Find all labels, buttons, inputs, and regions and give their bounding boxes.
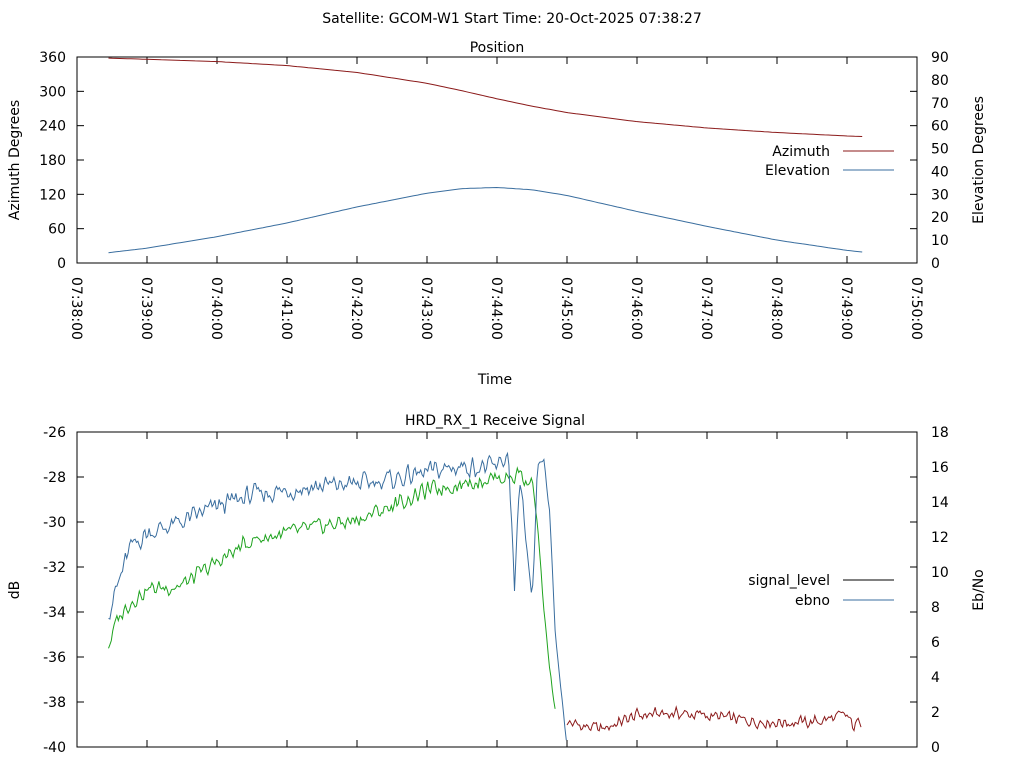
- x-tick-label: 07:43:00: [418, 277, 434, 340]
- y2-tick-label: 70: [931, 96, 949, 112]
- y-tick-label: -36: [43, 650, 66, 666]
- position-title: Position: [470, 40, 525, 56]
- x-tick-label: 07:42:00: [348, 277, 364, 340]
- position-y-label: Azimuth Degrees: [7, 100, 23, 220]
- y-tick-label: 120: [39, 187, 66, 203]
- y-tick-label: 60: [48, 222, 66, 238]
- x-tick-label: 07:38:00: [68, 277, 84, 340]
- x-tick-label: 07:48:00: [768, 277, 784, 340]
- series-line-signal_level: [566, 705, 862, 733]
- y2-tick-label: 4: [931, 670, 940, 686]
- signal-title: HRD_RX_1 Receive Signal: [405, 413, 585, 429]
- position-chart: Position 0 60 120 180 240 300 360 0 10 20 30 40 50 6…: [7, 40, 987, 388]
- y2-tick-label: 60: [931, 119, 949, 135]
- y2-tick-label: 50: [931, 142, 949, 158]
- y-tick-label: -40: [43, 740, 66, 756]
- y2-tick-label: 8: [931, 600, 940, 616]
- y-tick-label: -34: [43, 605, 66, 621]
- signal-legend: signal_level ebno: [748, 573, 894, 609]
- y2-tick-label: 16: [931, 460, 949, 476]
- y-tick-label: -30: [43, 515, 66, 531]
- signal-series: [108, 451, 862, 741]
- x-tick-label: 07:41:00: [278, 277, 294, 340]
- x-tick-label: 07:47:00: [698, 277, 714, 340]
- y2-tick-label: 0: [931, 256, 940, 272]
- y2-tick-label: 6: [931, 635, 940, 651]
- y2-tick-label: 18: [931, 425, 949, 441]
- x-tick-label: 07:40:00: [208, 277, 224, 340]
- legend-label-azimuth: Azimuth: [772, 144, 830, 160]
- y2-tick-label: 10: [931, 233, 949, 249]
- y-tick-label: 240: [39, 119, 66, 135]
- chart-header: Satellite: GCOM-W1 Start Time: 20-Oct-20…: [322, 11, 701, 27]
- y2-tick-label: 12: [931, 530, 949, 546]
- position-y-axis: 0 60 120 180 240 300 360: [39, 50, 917, 272]
- x-tick-label: 07:45:00: [558, 277, 574, 340]
- y-tick-label: -32: [43, 560, 66, 576]
- x-tick-label: 07:46:00: [628, 277, 644, 340]
- y-tick-label: 0: [57, 256, 66, 272]
- y2-tick-label: 40: [931, 164, 949, 180]
- y2-tick-label: 80: [931, 73, 949, 89]
- position-series: [108, 57, 863, 254]
- y2-tick-label: 30: [931, 187, 949, 203]
- y2-tick-label: 10: [931, 565, 949, 581]
- position-plot-frame: [76, 56, 918, 264]
- position-x-label: Time: [477, 372, 512, 388]
- signal-y2-axis: 0 2 4 6 8 10 12 14 16 18: [931, 425, 949, 756]
- series-line-elevation: [108, 186, 863, 254]
- series-line-azimuth: [108, 57, 863, 137]
- position-x-axis: 07:38:00 07:39:00 07:40:00 07:41:00 07:42:00…: [68, 57, 924, 340]
- position-legend: Azimuth Elevation: [765, 144, 894, 179]
- x-tick-label: 07:39:00: [138, 277, 154, 340]
- series-line-ebno: [108, 451, 567, 741]
- y-tick-label: 300: [39, 84, 66, 100]
- signal-y2-label: Eb/No: [971, 569, 987, 611]
- x-tick-label: 07:44:00: [488, 277, 504, 340]
- legend-label-elevation: Elevation: [765, 163, 830, 179]
- y-tick-label: 180: [39, 153, 66, 169]
- position-y2-label: Elevation Degrees: [971, 96, 987, 224]
- series-line-ebno-secondary: [108, 466, 556, 709]
- legend-label-signal-level: signal_level: [748, 573, 830, 589]
- x-tick-label: 07:49:00: [838, 277, 854, 340]
- signal-x-axis: [76, 432, 918, 747]
- signal-chart: HRD_RX_1 Receive Signal -40-38-36-34-32-…: [7, 413, 987, 756]
- y-tick-label: -26: [43, 425, 66, 441]
- y-tick-label: -38: [43, 695, 66, 711]
- signal-y-label: dB: [7, 581, 23, 600]
- y2-tick-label: 2: [931, 705, 940, 721]
- position-y2-axis: 0 10 20 30 40 50 60 70 80 90: [931, 50, 949, 272]
- y2-tick-label: 20: [931, 210, 949, 226]
- y-tick-label: 360: [39, 50, 66, 66]
- y2-tick-label: 14: [931, 495, 949, 511]
- legend-label-ebno: ebno: [795, 593, 830, 609]
- signal-y-axis: -40 -38 -36 -34 -32 -30 -28 -26: [43, 425, 917, 756]
- y2-tick-label: 90: [931, 50, 949, 66]
- y2-tick-label: 0: [931, 740, 940, 756]
- signal-plot-frame: [76, 431, 918, 748]
- y-tick-label: -28: [43, 470, 66, 486]
- x-tick-label: 07:50:00: [908, 277, 924, 340]
